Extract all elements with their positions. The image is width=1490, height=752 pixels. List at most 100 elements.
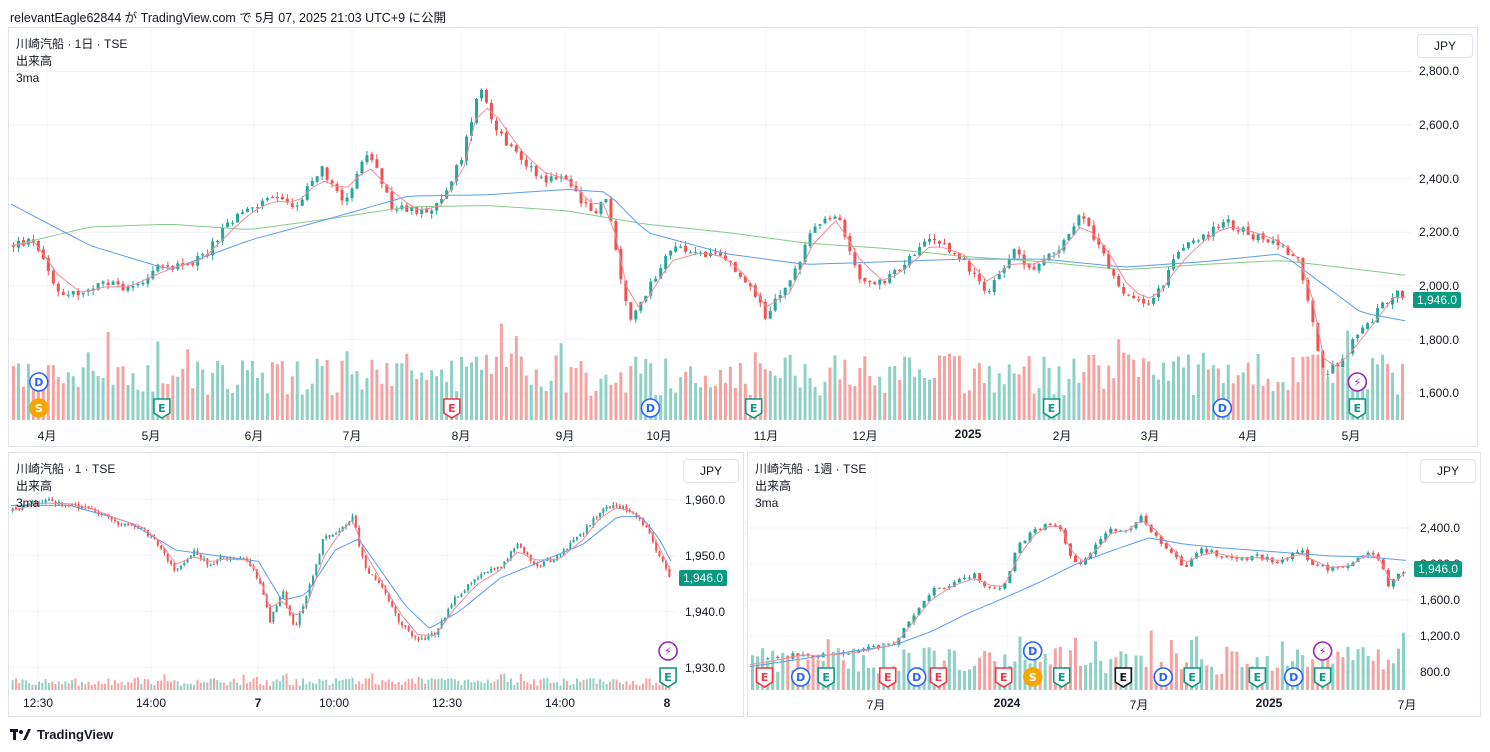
candle-body[interactable]: [407, 626, 410, 632]
candle-body[interactable]: [74, 503, 77, 505]
candle-body[interactable]: [1068, 543, 1072, 556]
event-marker-earn[interactable]: E: [1248, 667, 1267, 688]
candle-body[interactable]: [106, 282, 110, 286]
candle-body[interactable]: [476, 578, 479, 580]
ma-slow-line[interactable]: [10, 204, 1406, 276]
candle-body[interactable]: [166, 553, 169, 562]
candle-body[interactable]: [549, 176, 553, 182]
ma-indicator-label[interactable]: 3ma: [16, 71, 40, 85]
candle-body[interactable]: [622, 506, 625, 509]
candle-body[interactable]: [1152, 298, 1156, 304]
candle-body[interactable]: [405, 205, 409, 212]
candle-body[interactable]: [401, 622, 404, 626]
candle-body[interactable]: [473, 579, 476, 583]
candle-body[interactable]: [189, 555, 192, 559]
candle-body[interactable]: [718, 252, 722, 256]
candle-body[interactable]: [983, 581, 987, 587]
candle-body[interactable]: [457, 596, 460, 598]
candle-body[interactable]: [330, 180, 334, 184]
candle-body[interactable]: [1351, 339, 1355, 354]
candle-body[interactable]: [315, 176, 319, 182]
candle-body[interactable]: [1134, 522, 1138, 529]
candle-body[interactable]: [193, 550, 196, 557]
candle-body[interactable]: [1211, 226, 1215, 237]
candle-body[interactable]: [1235, 557, 1239, 560]
candle-body[interactable]: [888, 274, 892, 283]
candle-body[interactable]: [1007, 259, 1011, 268]
candle-body[interactable]: [604, 198, 608, 203]
candle-body[interactable]: [872, 645, 876, 647]
candle-body[interactable]: [493, 568, 496, 570]
candle-body[interactable]: [898, 270, 902, 272]
candle-body[interactable]: [424, 638, 427, 640]
candle-body[interactable]: [1089, 553, 1093, 559]
candle-body[interactable]: [1129, 528, 1133, 530]
candle-body[interactable]: [1038, 528, 1042, 530]
volume-indicator-label[interactable]: 出来高: [16, 54, 53, 68]
candle-body[interactable]: [624, 280, 628, 302]
candle-body[interactable]: [1391, 298, 1395, 305]
candle-body[interactable]: [1321, 565, 1325, 567]
candle-body[interactable]: [101, 281, 105, 284]
candle-body[interactable]: [173, 563, 176, 571]
candle-body[interactable]: [619, 248, 623, 280]
candle-body[interactable]: [127, 523, 130, 525]
candle-body[interactable]: [1028, 532, 1032, 542]
chart-plot-weekly[interactable]: E D E E D E EDS E E D E E D⚡E: [748, 453, 1481, 717]
candle-body[interactable]: [427, 636, 430, 640]
candle-body[interactable]: [1195, 553, 1199, 559]
candle-body[interactable]: [345, 197, 349, 202]
candle-body[interactable]: [1008, 571, 1012, 583]
candle-body[interactable]: [1058, 525, 1062, 530]
candle-body[interactable]: [47, 498, 50, 501]
candle-body[interactable]: [1169, 548, 1173, 553]
candle-body[interactable]: [1396, 573, 1400, 580]
candle-body[interactable]: [275, 606, 278, 612]
candle-body[interactable]: [1255, 554, 1259, 556]
candle-body[interactable]: [838, 217, 842, 221]
candle-body[interactable]: [753, 285, 757, 297]
candle-body[interactable]: [947, 586, 951, 588]
candle-body[interactable]: [917, 608, 921, 616]
candle-body[interactable]: [1048, 523, 1052, 525]
candle-body[interactable]: [1174, 552, 1178, 558]
candle-body[interactable]: [618, 506, 621, 509]
candle-body[interactable]: [308, 584, 311, 597]
candle-body[interactable]: [460, 593, 463, 597]
candle-body[interactable]: [450, 604, 453, 609]
event-marker-div[interactable]: D: [790, 667, 811, 687]
candle-body[interactable]: [404, 625, 407, 628]
candle-body[interactable]: [1280, 560, 1284, 563]
event-marker-earn[interactable]: E: [744, 398, 763, 419]
candle-body[interactable]: [664, 256, 668, 270]
candle-body[interactable]: [34, 501, 37, 504]
candle-body[interactable]: [833, 216, 837, 219]
candle-body[interactable]: [748, 283, 752, 287]
candle-body[interactable]: [811, 656, 815, 658]
candle-body[interactable]: [1401, 290, 1405, 298]
candle-body[interactable]: [140, 527, 143, 529]
candle-body[interactable]: [582, 533, 585, 535]
candle-body[interactable]: [937, 587, 941, 589]
candle-body[interactable]: [1266, 239, 1270, 243]
candle-body[interactable]: [1366, 323, 1370, 329]
candle-body[interactable]: [1346, 565, 1350, 569]
candle-body[interactable]: [1295, 552, 1300, 554]
candle-body[interactable]: [117, 521, 120, 525]
candle-body[interactable]: [1341, 358, 1345, 367]
event-marker-earn-past[interactable]: E: [929, 667, 948, 688]
candle-body[interactable]: [977, 274, 981, 282]
candle-body[interactable]: [1067, 234, 1071, 241]
candle-body[interactable]: [1079, 562, 1083, 564]
candle-body[interactable]: [592, 517, 595, 526]
candle-body[interactable]: [221, 227, 225, 242]
candle-body[interactable]: [292, 613, 295, 625]
candle-body[interactable]: [255, 569, 258, 579]
candle-body[interactable]: [684, 245, 688, 252]
candle-body[interactable]: [1012, 249, 1016, 259]
candle-body[interactable]: [51, 498, 54, 501]
candle-body[interactable]: [36, 240, 40, 251]
candle-body[interactable]: [599, 201, 603, 214]
candle-body[interactable]: [1176, 251, 1180, 259]
candle-body[interactable]: [111, 281, 115, 285]
